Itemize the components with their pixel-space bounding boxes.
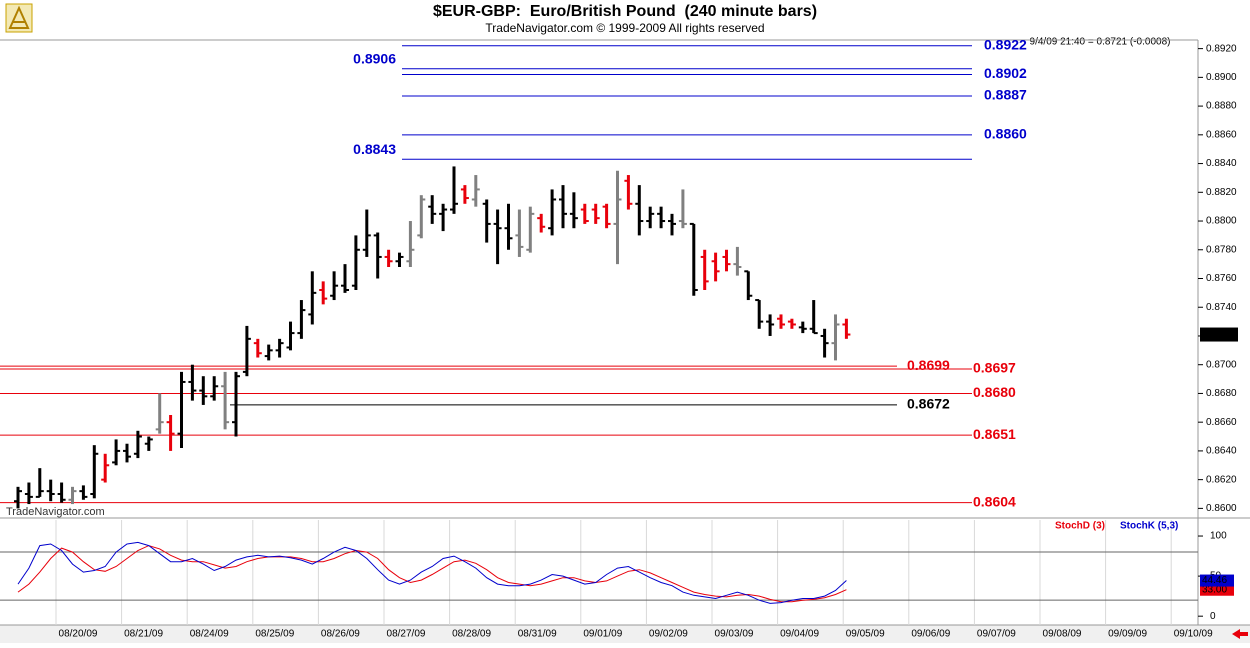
x-tick-label: 08/27/09: [387, 629, 426, 640]
x-tick-label: 09/07/09: [977, 629, 1016, 640]
x-tick-label: 09/08/09: [1043, 629, 1082, 640]
y-tick-label: 0.8800: [1206, 216, 1237, 227]
x-tick-label: 08/24/09: [190, 629, 229, 640]
y-tick-label: 0.8900: [1206, 72, 1237, 83]
x-tick-label: 08/31/09: [518, 629, 557, 640]
level-label: 0.8699: [907, 357, 950, 373]
chart-title: $EUR-GBP: Euro/British Pound (240 minute…: [433, 3, 817, 20]
y-tick-label: 0.8760: [1206, 273, 1237, 284]
watermark: TradeNavigator.com: [6, 506, 105, 518]
y-tick-label: 0.8700: [1206, 359, 1237, 370]
info: 9/4/09 21:40 = 0.8721 (-0.0008): [1030, 37, 1171, 48]
last-value-label: 44.46: [1202, 575, 1227, 586]
last-price-box: [1200, 327, 1238, 342]
chart-subtitle: TradeNavigator.com © 1999-2009 All right…: [485, 21, 764, 35]
legend-label: StochK (5,3): [1120, 521, 1178, 532]
level-label: 0.8604: [973, 493, 1016, 509]
y-tick-label: 0.8620: [1206, 474, 1237, 485]
x-tick-label: 08/28/09: [452, 629, 491, 640]
last-value-box: [1200, 583, 1234, 596]
stoch-line: [17, 541, 847, 604]
level-label: 0.8860: [984, 126, 1027, 142]
y-tick-label: 0.8820: [1206, 187, 1237, 198]
x-tick-label: 08/26/09: [321, 629, 360, 640]
last-value-label: 33.00: [1202, 584, 1227, 595]
y-tick-label: 0.8860: [1206, 129, 1237, 140]
x-tick-label: 09/01/09: [583, 629, 622, 640]
last-value-box: [1200, 574, 1234, 587]
level-label: 0.8902: [984, 65, 1027, 81]
level-label: 0.8651: [973, 426, 1016, 442]
x-tick-label: 09/02/09: [649, 629, 688, 640]
logo: [5, 3, 33, 33]
x-tick-label: 08/20/09: [59, 629, 98, 640]
y-tick-label: 0.8920: [1206, 43, 1237, 54]
level-label: 0.8887: [984, 87, 1027, 103]
last-price-label: 0.8721: [1203, 329, 1234, 340]
level-label: 0.8672: [907, 396, 950, 412]
level-label: 0.8680: [973, 384, 1016, 400]
y-tick-label: 0.8660: [1206, 417, 1237, 428]
level-label: 0.8697: [973, 360, 1016, 376]
y-tick-label: 0.8880: [1206, 101, 1237, 112]
y-tick-label: 0.8840: [1206, 158, 1237, 169]
scroll-arrow[interactable]: [1232, 629, 1248, 639]
legend-label: StochD (3): [1055, 521, 1105, 532]
level-label: 0.8906: [353, 50, 396, 66]
date-axis-bg: [0, 625, 1250, 643]
x-tick-label: 08/25/09: [255, 629, 294, 640]
y-tick-label: 0: [1210, 611, 1216, 622]
y-tick-label: 0.8780: [1206, 244, 1237, 255]
x-tick-label: 08/21/09: [124, 629, 163, 640]
x-tick-label: 09/10/09: [1174, 629, 1213, 640]
y-tick-label: 0.8680: [1206, 388, 1237, 399]
level-label: 0.8843: [353, 141, 396, 157]
x-tick-label: 09/04/09: [780, 629, 819, 640]
level-label: 0.8922: [984, 36, 1027, 52]
x-tick-label: 09/03/09: [715, 629, 754, 640]
y-tick-label: 0.8740: [1206, 302, 1237, 313]
y-tick-label: 0.8600: [1206, 503, 1237, 514]
stoch-line: [17, 545, 847, 603]
y-tick-label: 0.8640: [1206, 446, 1237, 457]
x-tick-label: 09/09/09: [1108, 629, 1147, 640]
x-tick-label: 09/05/09: [846, 629, 885, 640]
y-tick-label: 100: [1210, 531, 1227, 542]
x-tick-label: 09/06/09: [911, 629, 950, 640]
